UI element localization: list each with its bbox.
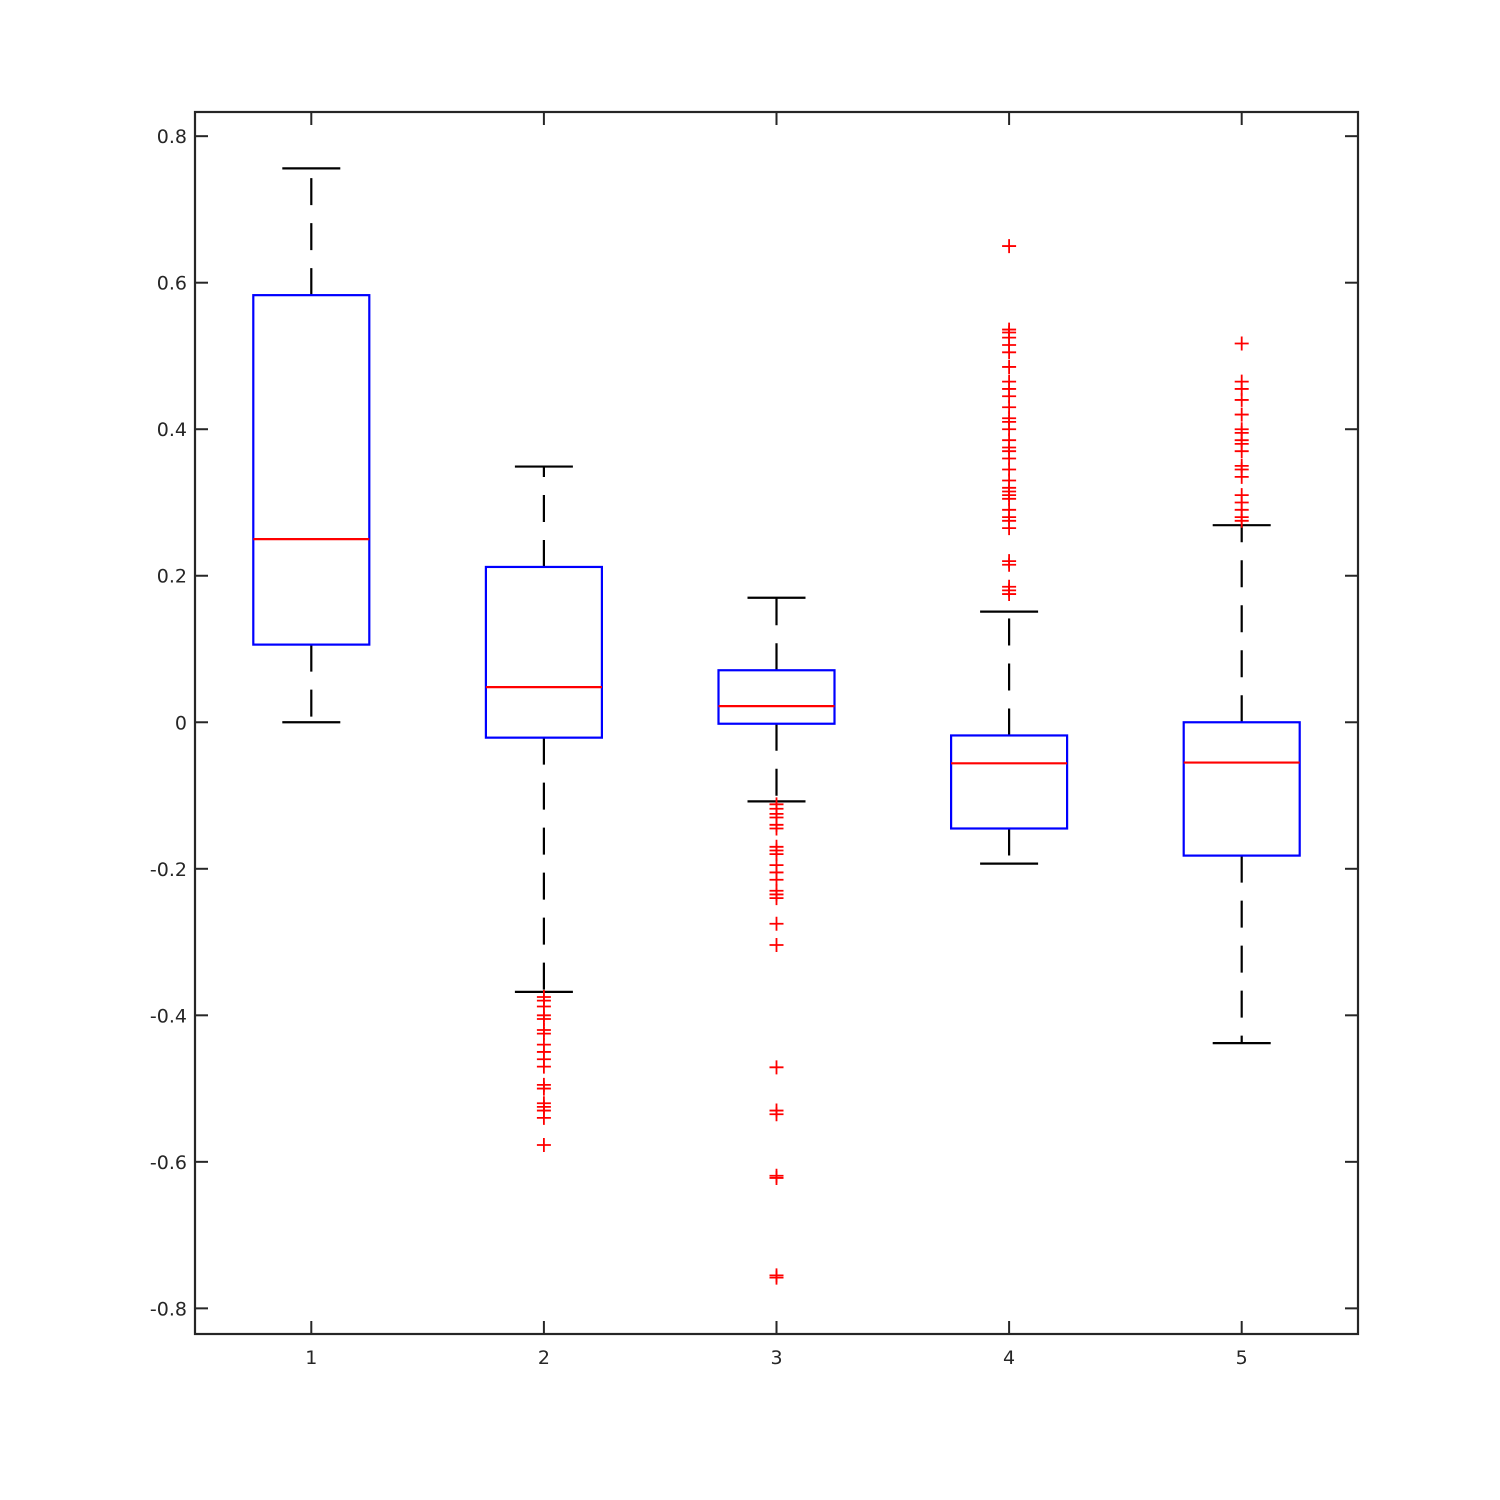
y-tick-label: -0.6 [150, 1152, 187, 1174]
y-tick-label: 0.6 [157, 273, 187, 295]
y-tick-label: 0.4 [157, 419, 187, 441]
box-iqr [484, 565, 603, 739]
y-tick-label: -0.8 [150, 1298, 187, 1320]
outlier-marker [769, 937, 784, 952]
box-group-2 [484, 465, 603, 1152]
box-group-4 [949, 239, 1069, 865]
y-tick-label: 0 [175, 712, 187, 734]
outlier-marker [1234, 374, 1249, 389]
plot-area [252, 167, 1301, 1285]
outlier-marker [1234, 458, 1249, 473]
box-group-1 [252, 167, 371, 724]
y-tick-label: -0.2 [150, 859, 187, 881]
y-tick-label: 0.2 [157, 566, 187, 588]
box-group-5 [1182, 336, 1301, 1045]
outlier-marker [1002, 322, 1017, 337]
outlier-marker [769, 916, 784, 931]
outlier-marker [536, 1110, 551, 1125]
y-tick-label: -0.4 [150, 1005, 187, 1027]
outlier-marker [536, 1137, 551, 1152]
outlier-marker [1002, 239, 1017, 254]
x-tick-label: 3 [770, 1347, 782, 1369]
y-tick-label: 0.8 [157, 126, 187, 148]
outlier-marker [536, 1059, 551, 1074]
box-group-3 [717, 596, 836, 1285]
x-tick-label: 5 [1236, 1347, 1248, 1369]
axes: 0.8 0.6 0.4 0.2 0 -0.2 -0.4 -0.6 -0.8 1 2 3 4 5 [150, 110, 1360, 1369]
outlier-marker [1002, 359, 1017, 374]
box-iqr [1182, 721, 1301, 857]
x-tick-label: 2 [538, 1347, 550, 1369]
box-iqr [252, 294, 371, 646]
box-iqr [949, 734, 1069, 830]
x-tick-label: 1 [305, 1347, 317, 1369]
outlier-marker [769, 1107, 784, 1122]
outlier-marker [769, 1060, 784, 1075]
outlier-marker [769, 891, 784, 906]
outlier-marker [769, 821, 784, 836]
outlier-marker [769, 1170, 784, 1185]
outlier-marker [1234, 422, 1249, 437]
box-iqr [717, 669, 836, 725]
outlier-marker [1234, 336, 1249, 351]
x-tick-label: 4 [1003, 1347, 1015, 1369]
outlier-marker [1002, 579, 1017, 594]
outlier-marker [1234, 488, 1249, 503]
outlier-marker [1234, 407, 1249, 422]
outlier-marker [536, 1081, 551, 1096]
outlier-marker [1002, 554, 1017, 569]
outlier-marker [1002, 374, 1017, 389]
outlier-marker [769, 1270, 784, 1285]
